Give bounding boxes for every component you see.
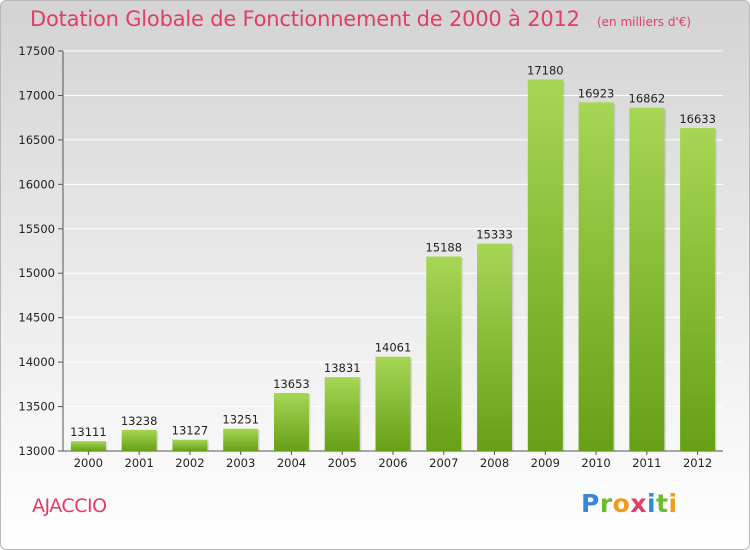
bar-2002[interactable] xyxy=(172,439,208,451)
logo-letter: o xyxy=(612,489,631,518)
logo-letter: i xyxy=(647,489,657,518)
y-tick-label: 17500 xyxy=(18,44,55,58)
y-tick-label: 14500 xyxy=(18,311,55,325)
logo-letter: t xyxy=(656,489,669,518)
proxiti-logo[interactable]: Proxiti xyxy=(581,489,678,518)
y-tick-label: 15000 xyxy=(18,266,55,280)
x-tick-label: 2007 xyxy=(429,456,458,470)
bar-2006[interactable] xyxy=(375,356,411,451)
data-label: 13127 xyxy=(172,424,209,438)
bar-2011[interactable] xyxy=(629,107,665,451)
y-tick-label: 15500 xyxy=(18,222,55,236)
logo-letter: P xyxy=(581,489,600,518)
x-tick-labels: 2000 2001 2002 2003 2004 2005 2006 2007 2008 2009… xyxy=(74,456,713,470)
data-label: 13653 xyxy=(273,377,310,391)
x-tick-label: 2002 xyxy=(175,456,204,470)
y-tick-label: 13500 xyxy=(18,400,55,414)
x-tick-label: 2004 xyxy=(277,456,306,470)
data-label: 13238 xyxy=(121,414,158,428)
y-tick-label: 13000 xyxy=(18,444,55,458)
logo-letter: x xyxy=(630,489,647,518)
x-tick-label: 2001 xyxy=(125,456,154,470)
data-labels: 13111 13238 13127 13251 13653 13831 14061 15188… xyxy=(70,63,716,439)
data-label: 16862 xyxy=(629,92,666,106)
bar-2009[interactable] xyxy=(527,79,563,451)
chart-subtitle: (en milliers d'€) xyxy=(596,15,692,29)
bar-2010[interactable] xyxy=(578,102,614,452)
data-label: 13251 xyxy=(222,413,259,427)
chart-title: Dotation Globale de Fonctionnement de 20… xyxy=(30,7,580,31)
x-tick-label: 2006 xyxy=(378,456,407,470)
x-tick-label: 2011 xyxy=(632,456,661,470)
data-label: 16923 xyxy=(578,86,615,100)
x-tick-label: 2005 xyxy=(328,456,357,470)
y-tick-label: 16000 xyxy=(18,177,55,191)
x-tick-label: 2003 xyxy=(226,456,255,470)
data-label: 13111 xyxy=(70,425,107,439)
data-label: 14061 xyxy=(375,341,412,355)
y-tick-labels: 13000 13500 14000 14500 15000 15500 16000 16500… xyxy=(18,44,55,458)
y-tick-label: 14000 xyxy=(18,355,55,369)
x-tick-label: 2012 xyxy=(683,456,712,470)
y-tick-label: 17000 xyxy=(18,88,55,102)
data-label: 13831 xyxy=(324,361,361,375)
bar-2001[interactable] xyxy=(121,429,157,451)
data-label: 15333 xyxy=(476,228,513,242)
x-tick-label: 2008 xyxy=(480,456,509,470)
bar-2004[interactable] xyxy=(273,392,309,451)
bar-2008[interactable] xyxy=(477,243,513,451)
title-line: Dotation Globale de Fonctionnement de 20… xyxy=(30,7,691,31)
logo-letter: i xyxy=(668,489,678,518)
y-tick-label: 16500 xyxy=(18,133,55,147)
bar-2012[interactable] xyxy=(680,128,716,452)
logo-letter: r xyxy=(599,489,613,518)
bar-2007[interactable] xyxy=(426,256,462,451)
data-label: 17180 xyxy=(527,63,564,77)
x-tick-label: 2009 xyxy=(531,456,560,470)
data-label: 16633 xyxy=(679,112,716,126)
bar-2000[interactable] xyxy=(70,441,106,451)
bars xyxy=(70,79,717,452)
place-name: AJACCIO xyxy=(32,495,107,517)
x-tick-label: 2000 xyxy=(74,456,103,470)
bar-2003[interactable] xyxy=(223,428,259,451)
x-tick-label: 2010 xyxy=(581,456,610,470)
bar-2005[interactable] xyxy=(324,377,360,451)
data-label: 15188 xyxy=(425,241,462,255)
